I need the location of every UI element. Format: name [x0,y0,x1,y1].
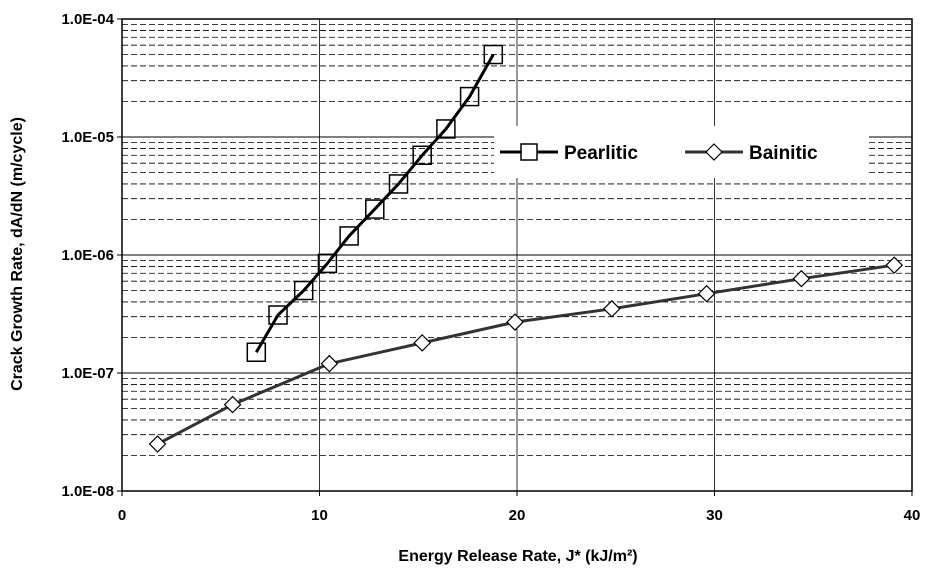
data-point-pearlitic [317,253,338,274]
y-tick-label: 1.0E-06 [61,247,114,264]
data-point-pearlitic [268,305,288,325]
legend-label-bainitic: Bainitic [749,143,818,164]
legend-label-pearlitic: Pearlitic [564,143,638,164]
y-tick-label: 1.0E-08 [61,483,114,500]
data-point-pearlitic [388,174,409,194]
data-point-pearlitic [246,342,267,362]
data-point-pearlitic [412,145,432,166]
series-line-pearlitic [255,53,495,353]
data-point-bainitic [223,395,242,414]
y-axis-ticks: 1.0E-08 1.0E-07 1.0E-06 1.0E-05 1.0E-04 [61,11,122,500]
data-point-bainitic [506,313,524,331]
data-point-pearlitic [293,280,314,301]
data-point-pearlitic [436,119,456,139]
legend-marker-square [520,143,538,161]
y-tick-label: 1.0E-04 [61,11,114,28]
legend: Pearlitic Bainitic [500,143,818,164]
series-layer [148,44,904,453]
data-point-pearlitic [365,199,385,219]
series-line-bainitic [156,263,895,446]
y-axis-label: Crack Growth Rate, dA/dN (m/cycle) [9,117,26,391]
data-point-bainitic [413,334,432,352]
x-axis-label: Energy Release Rate, J* (kJ/m²) [398,548,637,565]
x-tick-label: 10 [311,507,328,524]
data-point-bainitic [697,284,716,303]
x-tick-label: 40 [904,507,921,524]
data-point-bainitic [792,269,811,288]
data-point-bainitic [320,354,339,373]
y-tick-label: 1.0E-07 [61,365,114,382]
x-tick-label: 20 [509,507,526,524]
data-point-bainitic [602,299,621,318]
data-point-bainitic [885,256,904,275]
data-point-pearlitic [483,44,504,65]
x-tick-label: 30 [706,507,723,524]
y-tick-label: 1.0E-05 [61,129,114,146]
data-point-bainitic [148,435,167,453]
legend-marker-diamond [705,143,723,161]
x-axis-ticks: 0 10 20 30 40 [118,491,921,524]
data-point-pearlitic [339,226,359,246]
data-point-pearlitic [459,86,480,107]
x-tick-label: 0 [118,507,126,524]
